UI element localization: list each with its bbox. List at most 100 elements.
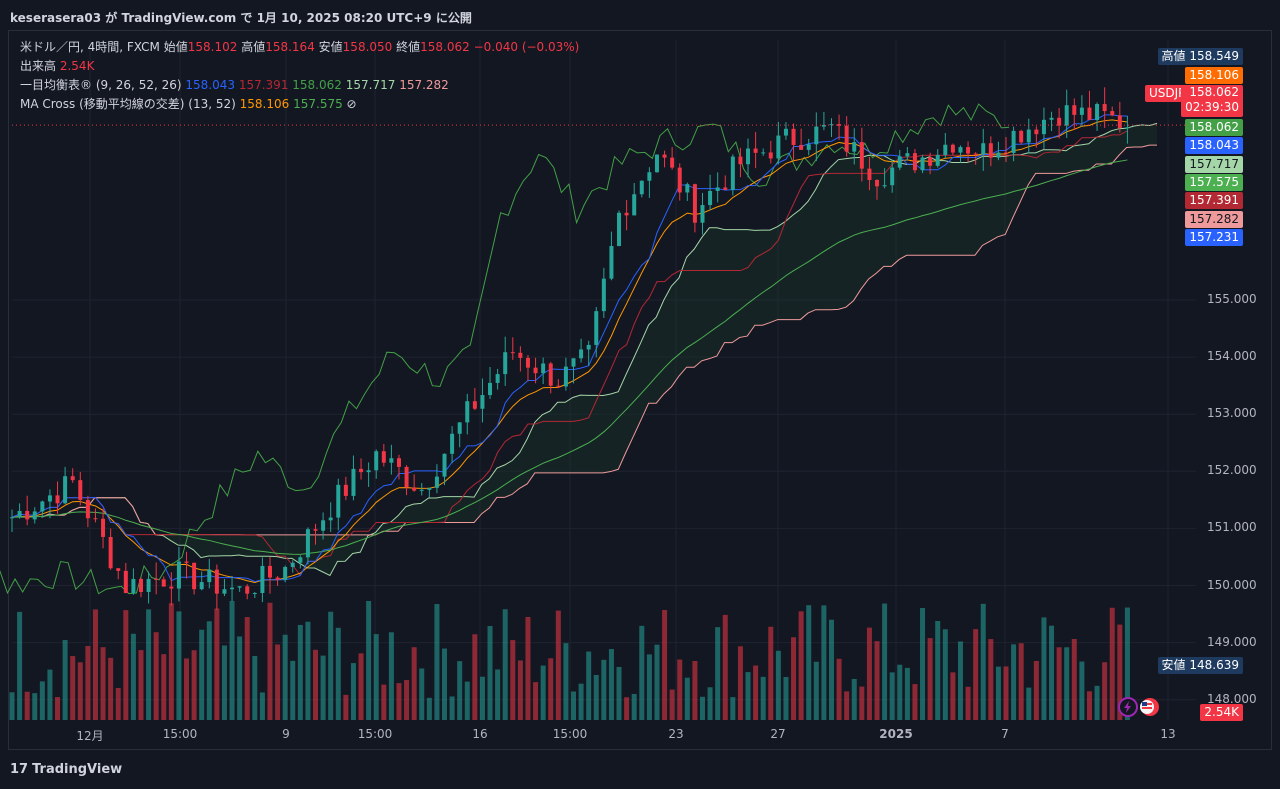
time-axis-label: 13 [1160,727,1176,741]
candle-body [1034,129,1039,135]
legend-ichimoku[interactable]: 一目均衡表® (9, 26, 52, 26) 158.043 157.391 1… [20,76,579,95]
volume-bar [282,634,288,720]
candle-body [412,487,417,491]
candle-body [821,124,826,127]
close-value: 158.062 [420,40,470,54]
volume-bar [571,691,576,720]
candle-body [510,352,515,354]
volume-bar [533,682,539,720]
candle-body [359,468,364,473]
volume-bar [161,654,167,720]
candle-body [207,569,212,583]
last-price-value: 158.062 [1189,85,1239,99]
candle-body [283,567,288,580]
candle-body [935,154,940,166]
other-tag: 157.231 [1185,229,1243,246]
candle-body [1125,127,1130,129]
candle-body [465,401,470,423]
close-label: 終値 [396,40,421,54]
candle-body [1079,107,1084,115]
candle-body [730,156,735,190]
time-axis-label: 27 [770,727,786,741]
volume-bar [92,609,98,720]
last-price-tag: 158.062 02:39:30 [1181,85,1243,117]
volume-bar [252,655,258,720]
candle-body [624,212,629,216]
volume-bar [62,639,68,720]
volume-bar [328,611,334,720]
legend-ma[interactable]: MA Cross (移動平均線の交差) (13, 52) 158.106 157… [20,95,579,114]
candle-body [852,142,857,152]
candle-body [237,586,242,588]
volume-bar [1003,666,1009,720]
countdown-value: 02:39:30 [1185,100,1239,114]
candle-body [844,125,849,152]
volume-bar [927,638,933,720]
candle-body [647,172,652,181]
volume-bar [388,632,394,720]
volume-bar [229,601,235,720]
tenkan-tag: 158.043 [1185,137,1243,154]
volume-bar [707,687,713,720]
price-axis-label: 153.000 [1207,406,1257,421]
volume-bar [1026,687,1032,720]
candle-body [859,142,864,169]
time-axis-label: 2025 [879,727,913,741]
volume-bar [495,669,501,720]
volume-bar [1018,643,1024,720]
candle-body [169,586,174,589]
candle-body [328,517,333,521]
candle-body [214,569,219,594]
volume-bar [479,676,485,720]
volume-bar [631,693,637,720]
candle-body [670,157,675,168]
footer-brand[interactable]: 𝟭𝟳 TradingView [10,762,122,777]
volume-bar [639,625,645,720]
header-title: keserasera03 が TradingView.com で 1月 10, … [10,11,472,25]
legend-main[interactable]: 米ドル／円, 4時間, FXCM 始値158.102 高値158.164 安値1… [20,38,579,57]
volume-bar [267,602,273,720]
volume-bar [525,616,531,720]
high-tag: 高値 158.549 [1157,48,1243,65]
open-label: 始値 [163,40,188,54]
candle-body [25,510,30,520]
volume-bar [950,672,956,720]
volume-bar [935,620,941,720]
volume-bar [55,697,61,720]
volume-bar [343,694,349,720]
candle-body [594,311,599,345]
ma-fast-tag: 158.106 [1185,67,1243,84]
hidden-icon[interactable]: ⊘ [346,97,357,111]
volume-bar [85,646,91,720]
volume-bar [70,656,76,720]
candle-body [943,144,948,155]
volume-bar [692,660,698,720]
candle-body [617,212,622,247]
volume-bar [836,658,842,720]
candle-body [518,352,523,358]
time-axis-label: 23 [668,727,684,741]
lightning-flag-icon[interactable] [1118,697,1168,717]
high-value: 158.164 [265,40,315,54]
price-axis-label: 149.000 [1207,634,1257,649]
candle-body [230,587,235,590]
brand-name: TradingView [32,762,123,777]
ma-fast-line [11,119,1128,584]
volume-bar [176,611,182,720]
volume-bar [464,681,470,720]
candle-body [480,395,485,409]
candle-body [601,278,606,312]
candle-body [1095,104,1100,121]
volume-bar [502,609,508,720]
candle-body [548,363,553,386]
volume-bar [791,637,797,720]
legend-volume[interactable]: 出来高 2.54K [20,57,579,76]
volume-bar [806,605,812,720]
volume-bar [168,603,174,720]
volume-bar [555,610,561,720]
chart-icons[interactable] [1118,697,1168,721]
volume-bar [1033,660,1039,720]
volume-bar [237,636,243,720]
volume-bar [381,684,387,720]
